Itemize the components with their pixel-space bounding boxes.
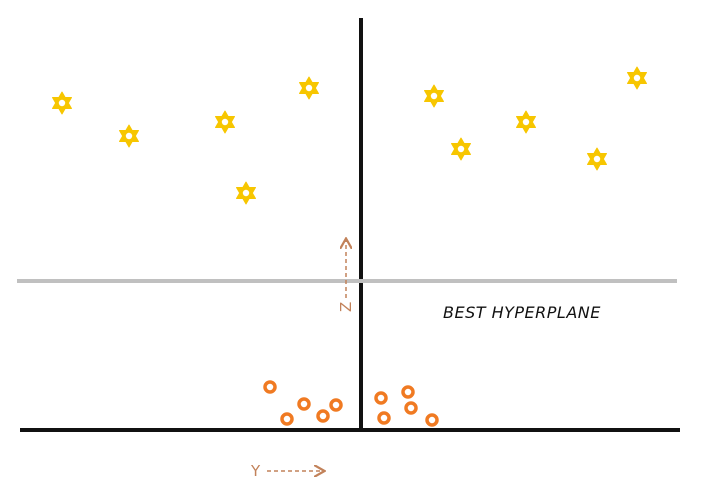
ring-circle-icon (404, 401, 418, 415)
ring-circle-icon (377, 411, 391, 425)
six-pointed-star-icon (52, 91, 72, 115)
z-axis-label: Z (337, 302, 355, 312)
z-axis-label-group: Z (337, 240, 355, 312)
ring-circle-icon (280, 412, 294, 426)
star-points (52, 66, 647, 205)
six-pointed-star-icon (627, 66, 647, 90)
six-pointed-star-icon (451, 137, 471, 161)
six-pointed-star-icon (119, 124, 139, 148)
ring-circle-icon (401, 385, 415, 399)
y-axis-label: Y (250, 462, 261, 480)
ring-circle-icon (316, 409, 330, 423)
ring-circle-icon (374, 391, 388, 405)
six-pointed-star-icon (299, 76, 319, 100)
ring-circle-icon (263, 380, 277, 394)
six-pointed-star-icon (516, 110, 536, 134)
six-pointed-star-icon (587, 147, 607, 171)
ring-circle-icon (425, 413, 439, 427)
hyperplane-label: BEST HYPERPLANE (443, 303, 601, 322)
six-pointed-star-icon (424, 84, 444, 108)
six-pointed-star-icon (215, 110, 235, 134)
circle-points (263, 380, 439, 427)
ring-circle-icon (297, 397, 311, 411)
six-pointed-star-icon (236, 181, 256, 205)
ring-circle-icon (329, 398, 343, 412)
y-axis-label-group: Y (250, 462, 323, 480)
